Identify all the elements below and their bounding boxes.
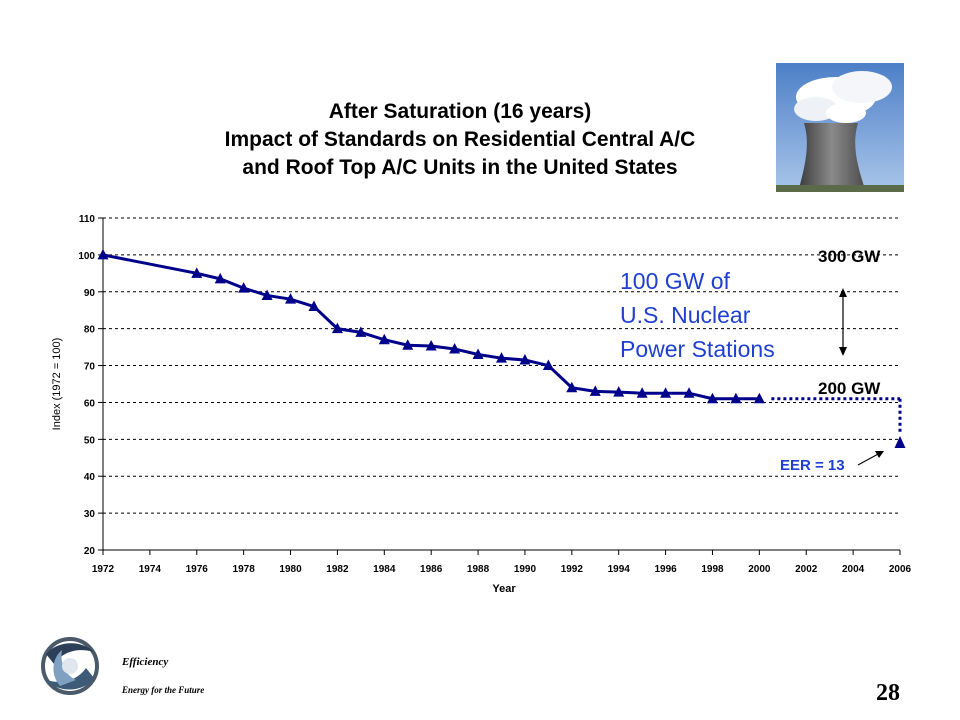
- y-tick-label: 60: [84, 398, 96, 409]
- data-point: [683, 387, 695, 398]
- chart-title-line-3: and Roof Top A/C Units in the United Sta…: [242, 156, 678, 179]
- x-tick-label: 1988: [467, 564, 490, 575]
- x-tick-label: 1994: [608, 564, 631, 575]
- data-point: [238, 282, 250, 293]
- nuclear-label-line: Power Stations: [620, 336, 775, 362]
- projection-point: [894, 436, 906, 449]
- data-point: [402, 339, 414, 350]
- x-tick-label: 2002: [795, 564, 818, 575]
- data-point: [519, 354, 531, 365]
- x-tick-labels: 1972 1974 1976 1978 1980 1982 1984 1986 1988 1990…: [92, 564, 912, 575]
- label-200-gw: 200 GW: [818, 379, 881, 398]
- data-point: [331, 322, 343, 334]
- series-line: [102, 253, 760, 401]
- eer-arrow-head: [875, 451, 884, 458]
- data-point: [214, 272, 226, 284]
- chart-title-line-1: After Saturation (16 years): [328, 100, 592, 123]
- y-tick-label: 110: [79, 214, 96, 225]
- data-point: [613, 386, 625, 397]
- chart-title-line-2: Impact of Standards on Residential Centr…: [224, 128, 696, 151]
- y-tick-label: 40: [84, 472, 96, 483]
- chart-title: After Saturation (16 years) Impact of St…: [180, 98, 740, 182]
- annotations: 300 GW 200 GW 100 GW of U.S. Nuclear Power S…: [620, 247, 884, 474]
- axes: [98, 217, 901, 555]
- data-point: [566, 381, 578, 393]
- y-tick-label: 80: [84, 325, 96, 336]
- x-tick-label: 1978: [233, 564, 256, 575]
- x-tick-label: 1996: [654, 564, 677, 575]
- x-tick-label: 2006: [889, 564, 912, 575]
- x-tick-label: 1982: [326, 564, 349, 575]
- data-point: [730, 392, 742, 404]
- logo-icon: [41, 637, 99, 695]
- data-point: [542, 359, 554, 371]
- data-point: [191, 267, 203, 278]
- data-point: [706, 392, 718, 404]
- x-tick-label: 1972: [92, 564, 115, 575]
- data-point: [753, 392, 765, 404]
- x-tick-label: 2004: [842, 564, 865, 575]
- x-tick-label: 2000: [748, 564, 771, 575]
- nuclear-label-line: U.S. Nuclear: [620, 302, 751, 328]
- y-tick-label: 100: [78, 251, 95, 262]
- y-tick-label: 50: [84, 435, 96, 446]
- cooling-tower-photo: [776, 63, 904, 192]
- data-point: [285, 293, 297, 304]
- y-axis-label: Index (1972 = 100): [51, 338, 63, 431]
- nuclear-label-line: 100 GW of: [620, 268, 731, 294]
- cooling-tower-icon: [776, 63, 904, 192]
- y-tick-label: 30: [84, 509, 96, 520]
- range-arrow-head-up: [839, 288, 847, 297]
- page-number: 28: [876, 680, 900, 706]
- data-point: [496, 352, 507, 363]
- data-point: [660, 387, 672, 398]
- y-tick-label: 70: [84, 362, 96, 373]
- y-tick-labels: 20 30 40 50 60 70 80 90 100 110: [78, 214, 95, 557]
- x-tick-label: 1992: [561, 564, 584, 575]
- data-point: [472, 348, 484, 359]
- data-point: [261, 289, 273, 300]
- x-tick-label: 1998: [701, 564, 724, 575]
- data-point: [308, 300, 320, 312]
- grid-lines: [103, 217, 900, 514]
- data-point: [589, 385, 601, 396]
- x-tick-label: 1980: [279, 564, 302, 575]
- x-tick-label: 1984: [373, 564, 396, 575]
- x-tick-label: 1990: [514, 564, 537, 575]
- y-tick-label: 20: [84, 546, 96, 557]
- data-point: [97, 248, 109, 260]
- data-point: [355, 326, 367, 337]
- y-tick-label: 90: [84, 288, 96, 299]
- series: [97, 248, 906, 449]
- range-arrow-head-down: [839, 347, 847, 356]
- data-point: [636, 387, 648, 398]
- label-eer: EER = 13: [780, 457, 845, 474]
- x-tick-label: 1986: [420, 564, 443, 575]
- x-tick-label: 1976: [186, 564, 209, 575]
- label-300-gw: 300 GW: [818, 247, 881, 266]
- data-point: [449, 342, 461, 354]
- data-point: [425, 340, 437, 351]
- x-axis-label: Year: [492, 583, 516, 595]
- data-point: [378, 333, 390, 345]
- footer-tagline: Energy for the Future: [122, 685, 205, 695]
- footer-brand: Efficiency: [122, 656, 169, 668]
- eer-arrow-line: [857, 452, 881, 466]
- x-tick-label: 1974: [139, 564, 162, 575]
